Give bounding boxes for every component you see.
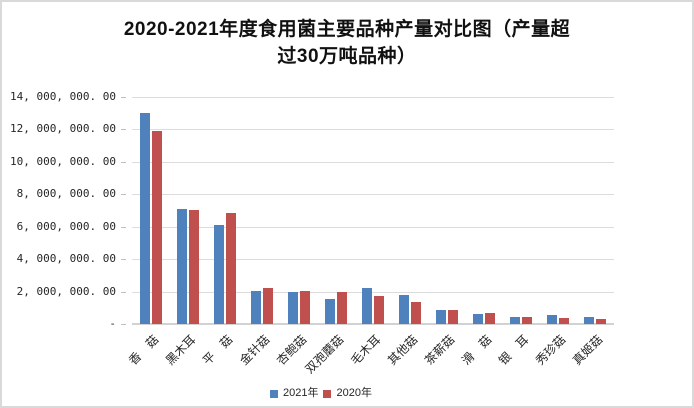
gridline — [132, 226, 614, 228]
bar-2020年-杏鲍菇 — [299, 290, 310, 324]
category-label: 滑 菇 — [459, 332, 495, 368]
legend-swatch-2021 — [270, 389, 278, 398]
legend: 2021年 2020年 — [270, 388, 372, 399]
x-axis-line — [132, 323, 614, 325]
y-tick-mark — [121, 259, 126, 261]
bar-2021年-香菇 — [139, 113, 150, 324]
bar-2021年-双孢蘑菇 — [324, 298, 335, 324]
y-tick-mark — [121, 97, 126, 98]
bar-2020年-秀珍菇 — [559, 318, 570, 324]
chart-title: 2020-2021年度食用菌主要品种产量对比图（产量超 过30万吨品种） — [2, 16, 692, 70]
bar-2020年-滑菇 — [485, 312, 496, 324]
y-tick-label: - — [109, 317, 116, 330]
bar-2020年-银耳 — [522, 317, 533, 324]
legend-label-2020: 2020年 — [336, 387, 372, 399]
chart-title-line1: 2020-2021年度食用菌主要品种产量对比图（产量超 — [123, 19, 571, 40]
y-tick-mark — [121, 129, 126, 131]
y-tick-mark — [121, 161, 126, 163]
gridline — [132, 194, 614, 196]
bar-2021年-滑菇 — [473, 313, 484, 324]
category-label: 茶薪菇 — [422, 332, 458, 368]
category-label: 双孢蘑菇 — [302, 332, 347, 377]
bar-2021年-黑木耳 — [176, 209, 187, 324]
bar-2020年-金针菇 — [262, 287, 273, 324]
bar-2020年-其他菇 — [411, 302, 422, 324]
y-tick-label: 8, 000, 000. 00 — [16, 187, 116, 201]
bar-2021年-银耳 — [510, 316, 521, 324]
gridline — [132, 161, 614, 163]
category-label: 毛木耳 — [347, 332, 384, 368]
category-label: 黑木耳 — [162, 332, 198, 368]
gridline — [132, 259, 614, 261]
bar-2020年-茶薪菇 — [448, 310, 459, 324]
bar-2020年-黑木耳 — [188, 209, 199, 324]
category-label: 金针菇 — [236, 332, 273, 368]
bar-2020年-香菇 — [151, 131, 162, 324]
gridline — [132, 291, 614, 293]
gridline — [132, 97, 614, 98]
category-label: 秀珍菇 — [533, 332, 569, 368]
gridline — [132, 129, 614, 131]
bar-2020年-真姬菇 — [596, 318, 607, 324]
bar-2021年-金针菇 — [250, 290, 261, 324]
category-label: 香 菇 — [125, 332, 161, 368]
bar-2021年-茶薪菇 — [436, 310, 447, 324]
chart-title-line2: 过30万吨品种） — [277, 46, 417, 67]
legend-swatch-2020 — [323, 389, 332, 398]
bar-2021年-真姬菇 — [584, 316, 595, 324]
bar-2021年-杏鲍菇 — [287, 292, 298, 324]
bar-2021年-其他菇 — [399, 294, 410, 324]
bar-2021年-毛木耳 — [362, 288, 372, 324]
y-tick-mark — [121, 291, 126, 293]
y-tick-label: 4, 000, 000. 00 — [16, 252, 116, 266]
legend-label-2021: 2021年 — [283, 387, 319, 399]
bar-2021年-平菇 — [213, 225, 224, 324]
y-tick-mark — [121, 194, 126, 196]
y-tick-label: 6, 000, 000. 00 — [16, 219, 116, 233]
y-tick-label: 14, 000, 000. 00 — [10, 90, 116, 103]
y-tick-mark — [121, 226, 126, 228]
bar-2021年-秀珍菇 — [547, 315, 558, 324]
bar-2020年-毛木耳 — [374, 295, 384, 324]
y-tick-label: 10, 000, 000. 00 — [10, 154, 116, 168]
y-tick-label: 12, 000, 000. 00 — [10, 122, 116, 136]
y-tick-mark — [121, 324, 126, 325]
category-label: 银 耳 — [496, 332, 532, 368]
category-label: 平 菇 — [199, 332, 236, 368]
category-label: 其他菇 — [385, 332, 421, 368]
bar-2020年-双孢蘑菇 — [336, 292, 347, 324]
bar-2020年-平菇 — [225, 212, 236, 324]
category-label: 真姬菇 — [570, 332, 606, 368]
y-tick-label: 2, 000, 000. 00 — [16, 284, 116, 298]
